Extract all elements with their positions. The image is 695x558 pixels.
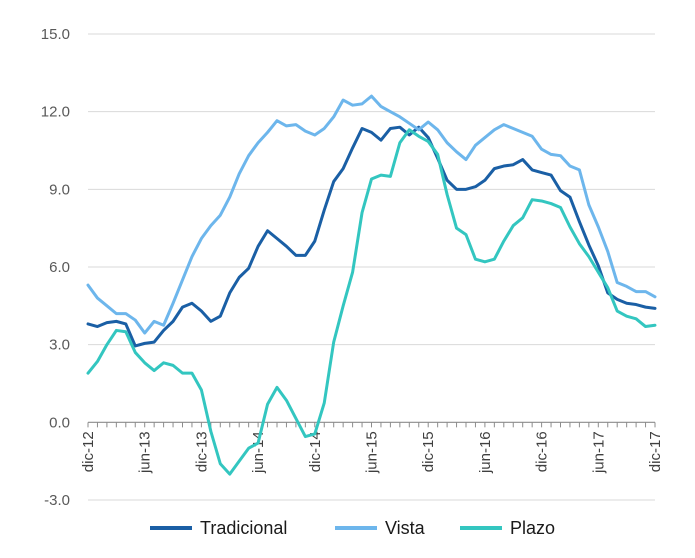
y-axis: 15.0 12.0 9.0 6.0 3.0 0.0 -3.0 <box>41 26 70 509</box>
legend-label-plazo: Plazo <box>510 518 555 538</box>
y-tick-label: 9.0 <box>49 181 70 198</box>
x-tick-label: dic-17 <box>647 431 664 472</box>
series-line-tradicional <box>86 125 657 348</box>
y-tick-label: 0.0 <box>49 414 70 431</box>
y-tick-label: 3.0 <box>49 337 70 354</box>
legend-label-tradicional: Tradicional <box>200 518 287 538</box>
legend: Tradicional Vista Plazo <box>150 518 555 538</box>
x-tick-label: dic-15 <box>420 431 437 472</box>
x-axis: dic-12 jun-13 dic-13 jun-14 dic-14 jun-15 dic-… <box>80 421 664 474</box>
x-tick-label: jun-15 <box>364 431 381 474</box>
x-tick-label: jun-13 <box>137 431 154 474</box>
series-line-plazo <box>86 128 657 476</box>
y-tick-label: 12.0 <box>41 104 70 121</box>
y-tick-label: 6.0 <box>49 259 70 276</box>
x-tick-label: jun-14 <box>250 431 267 474</box>
x-tick-label: dic-16 <box>534 431 551 472</box>
x-tick-label: jun-17 <box>590 431 607 474</box>
y-tick-label: -3.0 <box>44 492 70 509</box>
legend-label-vista: Vista <box>385 518 426 538</box>
x-tick-label: jun-16 <box>477 431 494 474</box>
series-line-vista <box>86 94 657 335</box>
x-tick-label: dic-12 <box>80 431 97 472</box>
x-tick-label: dic-13 <box>193 431 210 472</box>
x-tick-label: dic-14 <box>307 431 324 472</box>
y-tick-label: 15.0 <box>41 26 70 43</box>
gridlines <box>88 33 655 501</box>
series-lines <box>86 94 657 476</box>
